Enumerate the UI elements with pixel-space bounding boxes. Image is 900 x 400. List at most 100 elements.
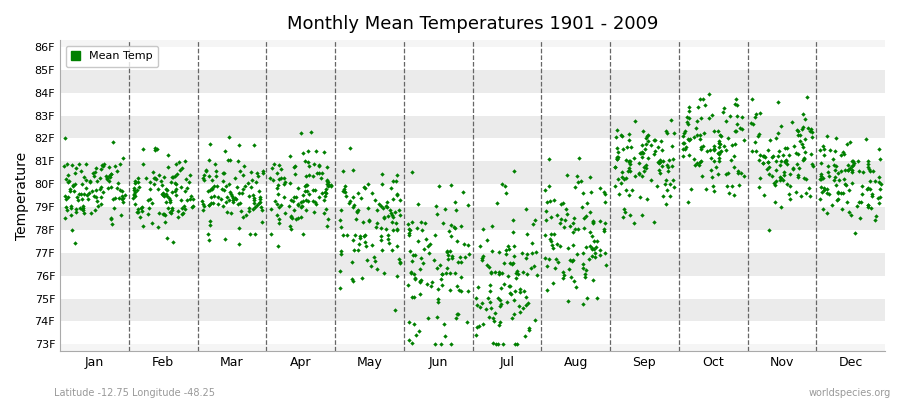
Point	[865, 190, 879, 197]
Point	[228, 195, 242, 202]
Point	[106, 196, 121, 202]
Point	[168, 187, 183, 194]
Point	[345, 276, 359, 282]
Point	[336, 188, 350, 194]
Point	[409, 276, 423, 282]
Point	[854, 183, 868, 189]
Point	[60, 161, 75, 168]
Point	[729, 128, 743, 134]
Point	[241, 192, 256, 199]
Point	[539, 217, 554, 223]
Point	[59, 176, 74, 182]
Legend: Mean Temp: Mean Temp	[66, 46, 158, 67]
Point	[402, 226, 417, 232]
Point	[346, 167, 360, 173]
Point	[490, 200, 504, 206]
Point	[678, 128, 692, 134]
Point	[480, 262, 494, 268]
Point	[166, 238, 180, 245]
Point	[653, 157, 668, 163]
Point	[873, 194, 887, 200]
Point	[506, 217, 520, 223]
Point	[133, 214, 148, 221]
Point	[243, 231, 257, 238]
Point	[813, 147, 827, 154]
Point	[753, 152, 768, 158]
Point	[353, 235, 367, 242]
Point	[581, 256, 596, 262]
Point	[752, 174, 767, 181]
Point	[301, 158, 315, 165]
Point	[300, 182, 314, 189]
Point	[230, 158, 245, 165]
Point	[168, 192, 183, 198]
Point	[128, 188, 142, 195]
Point	[351, 246, 365, 253]
Point	[543, 235, 557, 242]
Point	[850, 203, 864, 210]
Point	[113, 212, 128, 218]
Point	[486, 314, 500, 321]
Point	[320, 164, 334, 170]
Point	[255, 219, 269, 226]
Point	[264, 231, 278, 237]
Point	[706, 147, 721, 153]
Point	[372, 201, 386, 208]
Point	[820, 190, 834, 196]
Point	[112, 187, 127, 194]
Point	[434, 341, 448, 348]
Point	[291, 201, 305, 207]
Point	[404, 340, 419, 346]
Point	[62, 188, 77, 194]
Point	[414, 276, 428, 283]
Point	[86, 170, 100, 176]
Point	[735, 113, 750, 120]
Point	[206, 200, 220, 206]
Point	[384, 212, 399, 218]
Point	[554, 242, 568, 249]
Point	[403, 227, 418, 233]
Point	[662, 157, 676, 164]
Point	[420, 281, 435, 288]
Point	[707, 158, 722, 164]
Point	[163, 199, 177, 205]
Point	[728, 101, 742, 108]
Point	[728, 141, 742, 147]
Point	[798, 136, 813, 142]
Point	[583, 242, 598, 249]
Point	[814, 184, 828, 190]
Point	[222, 181, 237, 187]
Point	[545, 245, 560, 252]
Point	[632, 160, 646, 166]
Point	[440, 248, 454, 254]
Point	[749, 111, 763, 118]
Point	[248, 230, 262, 237]
Point	[249, 178, 264, 185]
Point	[72, 190, 86, 197]
Point	[432, 182, 446, 189]
Point	[730, 120, 744, 127]
Point	[623, 158, 637, 164]
Point	[389, 220, 403, 226]
Point	[204, 194, 219, 200]
Point	[176, 210, 190, 217]
Point	[773, 177, 788, 184]
Point	[502, 290, 517, 296]
Point	[863, 168, 878, 174]
Point	[439, 265, 454, 271]
Point	[405, 252, 419, 258]
Point	[680, 136, 695, 142]
Point	[274, 202, 288, 208]
Point	[248, 195, 262, 201]
Point	[554, 200, 568, 207]
Point	[765, 173, 779, 180]
Point	[110, 184, 124, 191]
Point	[246, 192, 260, 198]
Point	[382, 232, 396, 238]
Point	[707, 128, 722, 134]
Point	[80, 195, 94, 202]
Point	[445, 254, 459, 261]
Point	[651, 159, 665, 166]
Point	[90, 198, 104, 204]
Point	[729, 113, 743, 120]
